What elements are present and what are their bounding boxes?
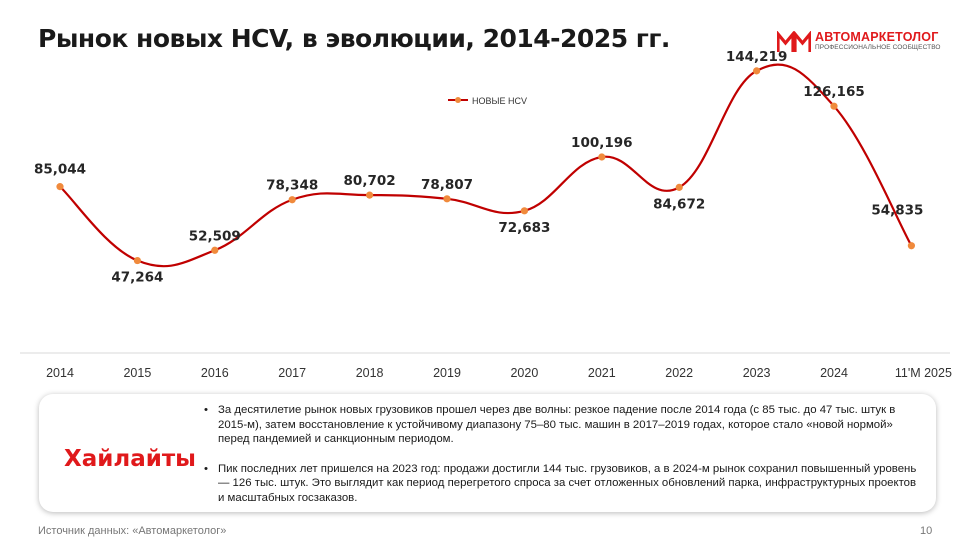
x-tick-label: 2017: [278, 366, 306, 380]
data-label: 47,264: [111, 270, 163, 286]
x-tick-label: 2019: [433, 366, 461, 380]
data-label: 78,348: [266, 178, 318, 194]
x-tick-label: 2020: [510, 366, 538, 380]
x-tick-label: 2021: [588, 366, 616, 380]
x-tick-label: 2018: [356, 366, 384, 380]
logo-tagline: ПРОФЕССИОНАЛЬНОЕ СООБЩЕСТВО: [815, 44, 941, 51]
highlights-list: • За десятилетие рынок новых грузовиков …: [203, 403, 923, 506]
data-point: [443, 195, 451, 203]
data-point: [830, 102, 838, 110]
hcv-line-chart: НОВЫЕ HCV 85,044 47,264 52,509 78,348 80,702…: [20, 49, 952, 380]
data-point: [753, 67, 761, 75]
data-label: 54,835: [871, 203, 923, 219]
data-label: 84,672: [653, 196, 705, 212]
page-number: 10: [920, 525, 933, 537]
data-point: [675, 183, 683, 191]
data-point: [133, 256, 141, 265]
highlight-text: Пик последних лет пришелся на 2023 год: …: [218, 462, 917, 504]
series-line-novye-hcv: [59, 63, 913, 268]
x-tick-label: 2023: [743, 366, 771, 380]
automarketolog-logo-icon: [777, 31, 811, 52]
logo-name: АВТОМАРКЕТОЛОГ: [815, 30, 939, 44]
data-source: Источник данных: «Автомаркетолог»: [38, 525, 227, 537]
data-label: 85,044: [34, 162, 86, 178]
highlights-title: Хайлайты: [64, 446, 196, 472]
x-tick-label: 11'М 2025: [895, 366, 952, 380]
highlight-item: • За десятилетие рынок новых грузовиков …: [203, 403, 923, 447]
chart-legend: НОВЫЕ HCV: [448, 96, 527, 106]
data-label: 100,196: [571, 135, 633, 151]
bullet-dot-icon: •: [204, 462, 208, 475]
x-tick-label: 2016: [201, 366, 229, 380]
data-point: [907, 242, 916, 250]
bullet-dot-icon: •: [204, 404, 208, 416]
highlight-text: За десятилетие рынок новых грузовиков пр…: [218, 404, 896, 446]
page-title: Рынок новых HCV, в эволюции, 2014-2025 г…: [38, 24, 670, 53]
data-point: [598, 153, 606, 161]
x-tick-label: 2014: [46, 366, 74, 380]
data-label: 78,807: [421, 177, 473, 193]
data-label: 80,702: [344, 173, 396, 189]
x-tick-label: 2024: [820, 366, 848, 380]
data-point: [56, 183, 64, 191]
data-label: 126,165: [803, 84, 865, 100]
data-label: 72,683: [498, 220, 550, 236]
legend-marker: [455, 97, 461, 103]
data-point: [288, 196, 296, 204]
data-point: [520, 207, 529, 215]
legend-label: НОВЫЕ HCV: [472, 96, 527, 106]
data-label: 52,509: [189, 228, 241, 244]
highlight-item: • Пик последних лет пришелся на 2023 год…: [203, 462, 923, 506]
x-tick-label: 2022: [665, 366, 693, 380]
data-label: 144,219: [726, 49, 788, 65]
highlights-panel: Хайлайты • За десятилетие рынок новых гр…: [39, 394, 936, 512]
data-point: [211, 246, 219, 254]
x-tick-label: 2015: [123, 366, 151, 380]
brand-logo: АВТОМАРКЕТОЛОГ ПРОФЕССИОНАЛЬНОЕ СООБЩЕСТ…: [777, 29, 940, 55]
data-point: [366, 191, 374, 199]
